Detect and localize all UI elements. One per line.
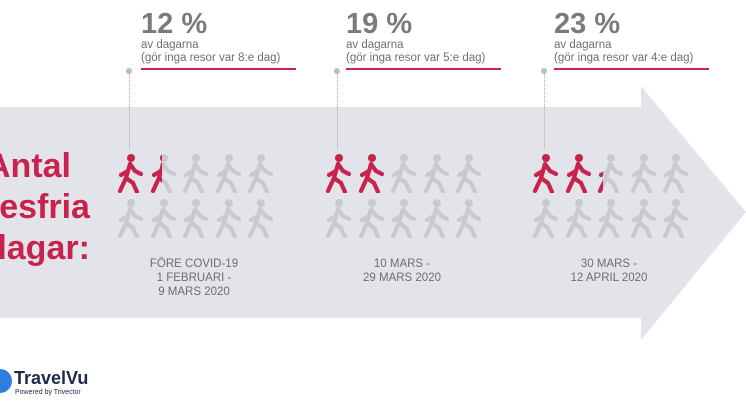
period-label-1: FÖRE COVID-19 1 FEBRUARI - 9 MARS 2020 bbox=[124, 257, 264, 299]
walker-highlight bbox=[323, 153, 351, 193]
walker-highlight bbox=[595, 153, 604, 193]
leader-dot bbox=[541, 68, 547, 74]
walker-icon bbox=[180, 153, 208, 193]
stat-period-2: 19 % av dagarna (gör inga resor var 5:e … bbox=[346, 9, 501, 70]
stat-line-2: (gör inga resor var 8:e dag) bbox=[141, 52, 281, 64]
leader-line bbox=[337, 74, 338, 149]
stat-line-1: av dagarna bbox=[346, 39, 404, 51]
leader-dot bbox=[126, 68, 132, 74]
walker-icon bbox=[660, 153, 688, 193]
period-label-line: 29 MARS 2020 bbox=[363, 272, 441, 284]
walker-icon bbox=[245, 153, 273, 193]
title: Antal resfria dagar: bbox=[0, 146, 104, 269]
walker-icon bbox=[180, 198, 208, 238]
walker-icon bbox=[356, 198, 384, 238]
stat-period-3: 23 % av dagarna (gör inga resor var 4:e … bbox=[554, 9, 709, 70]
walker-icon bbox=[388, 198, 416, 238]
period-label-line: 10 MARS - bbox=[373, 258, 431, 270]
stat-line-2: (gör inga resor var 5:e dag) bbox=[346, 52, 486, 64]
walker-icon bbox=[356, 153, 384, 193]
walker-highlight bbox=[563, 153, 591, 193]
percent-value: 23 % bbox=[554, 8, 621, 40]
walker-highlight bbox=[356, 153, 384, 193]
walker-icon bbox=[530, 198, 558, 238]
walker-icon bbox=[323, 153, 351, 193]
stat-line-1: av dagarna bbox=[554, 39, 612, 51]
stat-line-2: (gör inga resor var 4:e dag) bbox=[554, 52, 694, 64]
walker-icon bbox=[563, 198, 591, 238]
period-label-3: 30 MARS - 12 APRIL 2020 bbox=[539, 257, 679, 285]
walker-icon bbox=[245, 198, 273, 238]
leader-dot bbox=[334, 68, 340, 74]
walker-icon bbox=[323, 198, 351, 238]
period-label-2: 10 MARS - 29 MARS 2020 bbox=[332, 257, 472, 285]
stat-underline bbox=[554, 68, 709, 70]
stat-underline bbox=[141, 68, 296, 70]
walker-icon bbox=[453, 153, 481, 193]
walker-icon bbox=[115, 198, 143, 238]
walker-highlight bbox=[530, 153, 558, 193]
percent-value: 12 % bbox=[141, 8, 208, 40]
walker-highlight bbox=[115, 153, 143, 193]
walker-icon bbox=[628, 153, 656, 193]
walker-icon bbox=[148, 153, 176, 193]
walker-icon bbox=[530, 153, 558, 193]
percent-value: 19 % bbox=[346, 8, 413, 40]
stat-line-1: av dagarna bbox=[141, 39, 199, 51]
walker-icon bbox=[213, 198, 241, 238]
leader-line bbox=[544, 74, 545, 149]
walker-icon bbox=[421, 153, 449, 193]
stat-underline bbox=[346, 68, 501, 70]
period-label-line: FÖRE COVID-19 bbox=[149, 258, 239, 270]
leader-line bbox=[129, 74, 130, 149]
walker-icon bbox=[595, 153, 623, 193]
walker-icon bbox=[421, 198, 449, 238]
walker-icon bbox=[148, 198, 176, 238]
walker-icon bbox=[628, 198, 656, 238]
period-label-line: 30 MARS - bbox=[580, 258, 638, 270]
walker-icon bbox=[453, 198, 481, 238]
walker-highlight bbox=[148, 153, 162, 193]
period-label-line: 12 APRIL 2020 bbox=[570, 272, 648, 284]
walker-icon bbox=[563, 153, 591, 193]
title-line-1: Antal bbox=[0, 147, 71, 185]
logo-mark-icon bbox=[0, 369, 12, 393]
walker-icon bbox=[660, 198, 688, 238]
walker-icon bbox=[595, 198, 623, 238]
logo-tagline: Powered by Trivector bbox=[15, 389, 81, 396]
walker-icon bbox=[213, 153, 241, 193]
title-line-3: dagar: bbox=[0, 229, 90, 267]
walker-icon bbox=[115, 153, 143, 193]
walker-icon bbox=[388, 153, 416, 193]
title-line-2: resfria bbox=[0, 188, 90, 226]
period-label-line: 1 FEBRUARI - bbox=[156, 272, 232, 284]
period-label-line: 9 MARS 2020 bbox=[158, 286, 230, 298]
stat-period-1: 12 % av dagarna (gör inga resor var 8:e … bbox=[141, 9, 296, 70]
logo-name: TravelVu bbox=[14, 368, 89, 388]
